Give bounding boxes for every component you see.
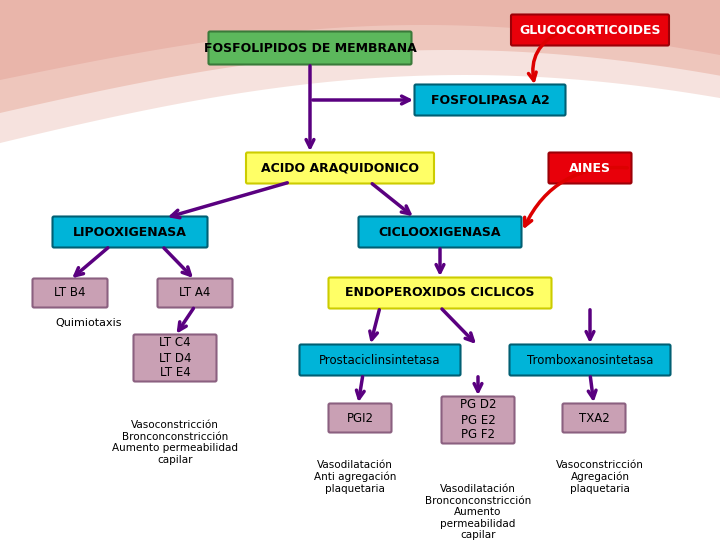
Text: Prostaciclinsintetasa: Prostaciclinsintetasa [319, 354, 441, 367]
Polygon shape [0, 0, 720, 113]
Text: Vasoconstricción
Bronconconstricción
Aumento permeabilidad
capilar: Vasoconstricción Bronconconstricción Aum… [112, 420, 238, 465]
FancyBboxPatch shape [246, 152, 434, 184]
Text: PG D2
PG E2
PG F2: PG D2 PG E2 PG F2 [460, 399, 496, 442]
FancyBboxPatch shape [510, 345, 670, 375]
Text: TXA2: TXA2 [579, 411, 609, 424]
Polygon shape [0, 0, 720, 80]
FancyBboxPatch shape [441, 396, 515, 443]
FancyBboxPatch shape [53, 217, 207, 247]
FancyBboxPatch shape [359, 217, 521, 247]
FancyBboxPatch shape [32, 279, 107, 307]
Text: GLUCOCORTICOIDES: GLUCOCORTICOIDES [519, 24, 661, 37]
Text: Quimiotaxis: Quimiotaxis [55, 318, 122, 328]
Text: FOSFOLIPIDOS DE MEMBRANA: FOSFOLIPIDOS DE MEMBRANA [204, 42, 416, 55]
FancyBboxPatch shape [511, 15, 669, 45]
FancyBboxPatch shape [415, 84, 565, 116]
Text: ENDOPEROXIDOS CICLICOS: ENDOPEROXIDOS CICLICOS [346, 287, 535, 300]
FancyBboxPatch shape [209, 31, 412, 64]
Text: LT C4
LT D4
LT E4: LT C4 LT D4 LT E4 [158, 336, 192, 380]
FancyBboxPatch shape [549, 152, 631, 184]
Polygon shape [0, 0, 720, 143]
Text: LT A4: LT A4 [179, 287, 211, 300]
Text: ACIDO ARAQUIDONICO: ACIDO ARAQUIDONICO [261, 161, 419, 174]
FancyBboxPatch shape [133, 334, 217, 381]
Text: Vasodilatación
Bronconconstricción
Aumento
permeabilidad
capilar
Dolor - Fiebre: Vasodilatación Bronconconstricción Aumen… [425, 484, 531, 540]
FancyBboxPatch shape [300, 345, 461, 375]
FancyBboxPatch shape [158, 279, 233, 307]
FancyBboxPatch shape [328, 403, 392, 433]
Text: CICLOOXIGENASA: CICLOOXIGENASA [379, 226, 501, 239]
Text: LIPOOXIGENASA: LIPOOXIGENASA [73, 226, 187, 239]
Text: PGI2: PGI2 [346, 411, 374, 424]
FancyBboxPatch shape [328, 278, 552, 308]
Text: FOSFOLIPASA A2: FOSFOLIPASA A2 [431, 93, 549, 106]
Text: Vasoconstricción
Agregación
plaquetaria: Vasoconstricción Agregación plaquetaria [556, 460, 644, 494]
Text: LT B4: LT B4 [54, 287, 86, 300]
Text: AINES: AINES [569, 161, 611, 174]
Text: Tromboxanosintetasa: Tromboxanosintetasa [527, 354, 653, 367]
FancyBboxPatch shape [562, 403, 626, 433]
Text: Vasodilatación
Anti agregación
plaquetaria: Vasodilatación Anti agregación plaquetar… [314, 460, 396, 494]
